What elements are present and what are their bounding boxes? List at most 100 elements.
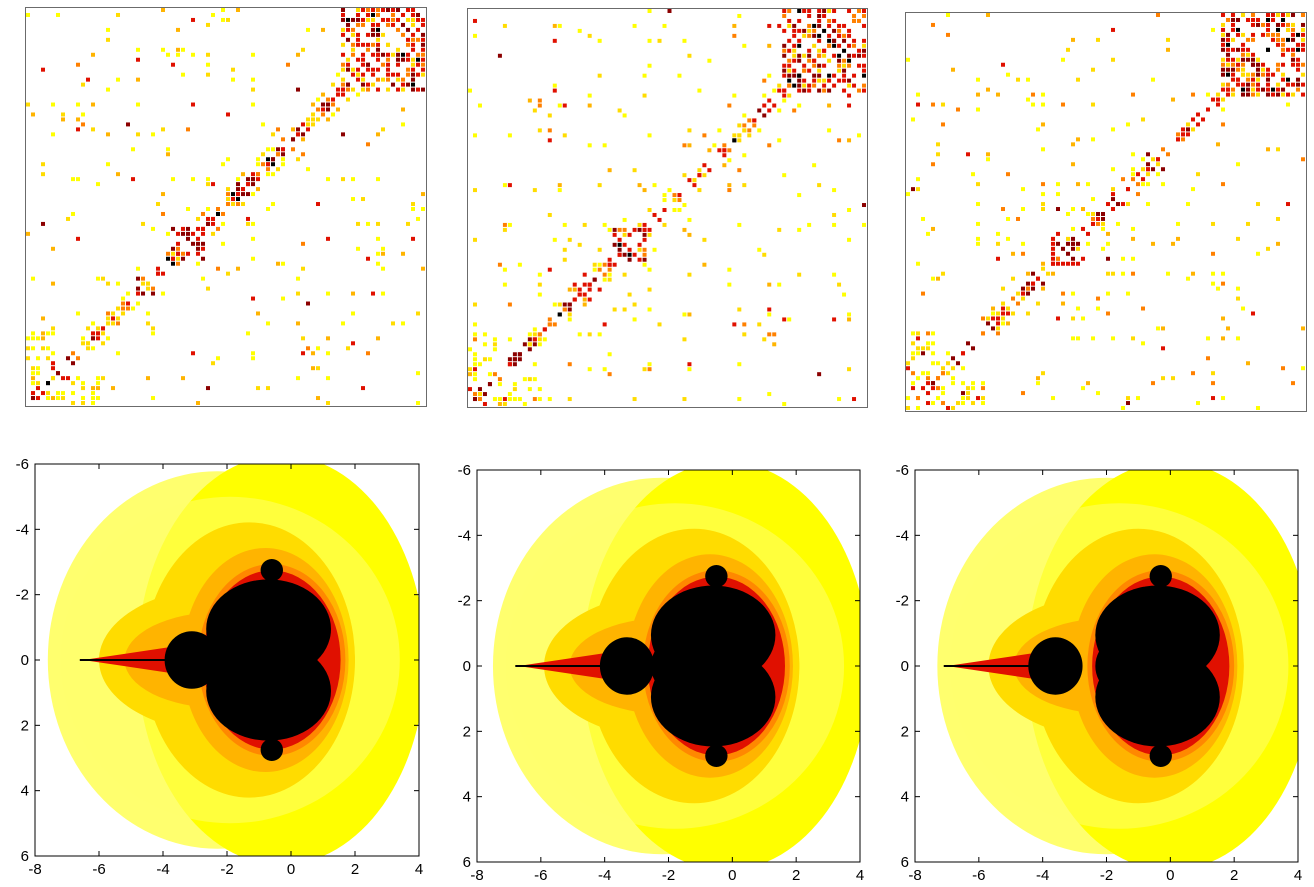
matrix-cell [1021, 241, 1025, 246]
matrix-cell [151, 226, 155, 231]
matrix-cell [662, 208, 667, 212]
matrix-cell [767, 73, 772, 78]
matrix-cell [1276, 37, 1280, 42]
matrix-cell [797, 18, 802, 23]
matrix-cell [512, 357, 517, 362]
matrix-cell [326, 102, 330, 107]
y-tick-label: 2 [21, 717, 29, 734]
matrix-cell [36, 366, 40, 371]
matrix-cell [1156, 172, 1160, 177]
matrix-cell [762, 337, 767, 342]
matrix-cell [1226, 67, 1230, 72]
matrix-cell [411, 12, 415, 17]
matrix-cell [817, 88, 822, 93]
matrix-cell [1026, 286, 1030, 291]
matrix-cell [1016, 301, 1020, 306]
matrix-cell [492, 347, 497, 352]
matrix-cell [271, 147, 275, 152]
matrix-cell [1266, 82, 1270, 87]
matrix-cell [587, 297, 592, 302]
matrix-cell [81, 122, 85, 127]
matrix-cell [916, 376, 920, 381]
small-bulb [705, 564, 728, 588]
matrix-cell [266, 162, 270, 167]
matrix-cell [306, 301, 310, 306]
matrix-cell [472, 133, 477, 138]
matrix-cell [916, 177, 920, 182]
matrix-cell [632, 252, 637, 257]
matrix-cell [582, 222, 587, 227]
matrix-cell [1246, 37, 1250, 42]
matrix-cell [191, 231, 195, 236]
matrix-cell [1251, 17, 1255, 22]
matrix-cell [512, 352, 517, 357]
matrix-cell [26, 231, 30, 236]
matrix-cell [911, 331, 915, 336]
matrix-cell [652, 212, 657, 217]
matrix-cell [562, 103, 567, 108]
matrix-cell [1226, 42, 1230, 47]
matrix-cell [361, 8, 365, 12]
matrix-cell [1066, 212, 1070, 216]
matrix-cell [966, 152, 970, 157]
matrix-cell [226, 187, 230, 192]
matrix-cell [1266, 27, 1270, 32]
matrix-cell [261, 162, 265, 167]
matrix-cell [687, 272, 692, 277]
matrix-cell [527, 332, 532, 337]
matrix-cell [642, 247, 647, 252]
matrix-cell [366, 62, 370, 67]
matrix-cell [847, 83, 852, 88]
matrix-cell [1091, 102, 1095, 107]
matrix-cell [246, 177, 250, 182]
matrix-cell [1041, 261, 1045, 266]
matrix-cell [271, 202, 275, 207]
matrix-cell [411, 37, 415, 42]
matrix-cell [1061, 57, 1065, 62]
matrix-cell [552, 83, 557, 88]
matrix-cell [1141, 341, 1145, 346]
matrix-cell [1211, 281, 1215, 286]
matrix-cell [827, 43, 832, 48]
matrix-cell [271, 157, 275, 162]
matrix-cell [807, 222, 812, 227]
matrix-cell [196, 226, 200, 231]
matrix-cell [356, 32, 360, 37]
matrix-cell [1021, 391, 1025, 396]
matrix-cell [482, 402, 487, 406]
matrix-cell [396, 87, 400, 92]
matrix-cell [956, 107, 960, 112]
matrix-cell [396, 72, 400, 77]
matrix-cell [832, 317, 837, 322]
matrix-cell [91, 321, 95, 326]
matrix-cell [406, 52, 410, 57]
matrix-cell [246, 216, 250, 221]
matrix-cell [1271, 32, 1275, 37]
matrix-cell [1231, 22, 1235, 27]
matrix-cell [306, 127, 310, 132]
small-bulb [260, 738, 283, 762]
matrix-cell [787, 23, 792, 28]
matrix-cell [71, 391, 75, 396]
matrix-cell [236, 182, 240, 187]
matrix-cell [376, 336, 380, 341]
matrix-cell [231, 192, 235, 197]
matrix-cell [1276, 27, 1280, 32]
matrix-cell [311, 102, 315, 107]
matrix-cell [911, 356, 915, 361]
matrix-cell [141, 276, 145, 281]
matrix-cell [1231, 92, 1235, 97]
matrix-cell [497, 53, 502, 58]
matrix-cell [996, 321, 1000, 326]
matrix-cell [1001, 321, 1005, 326]
matrix-cell [911, 117, 915, 122]
x-tick-label: 4 [415, 861, 423, 878]
matrix-cell [647, 307, 652, 312]
matrix-cell [1226, 32, 1230, 37]
matrix-cell [371, 22, 375, 27]
main-cardioid [650, 627, 750, 705]
matrix-cell [847, 312, 852, 317]
matrix-cell [722, 148, 727, 153]
matrix-cell [1291, 62, 1295, 67]
